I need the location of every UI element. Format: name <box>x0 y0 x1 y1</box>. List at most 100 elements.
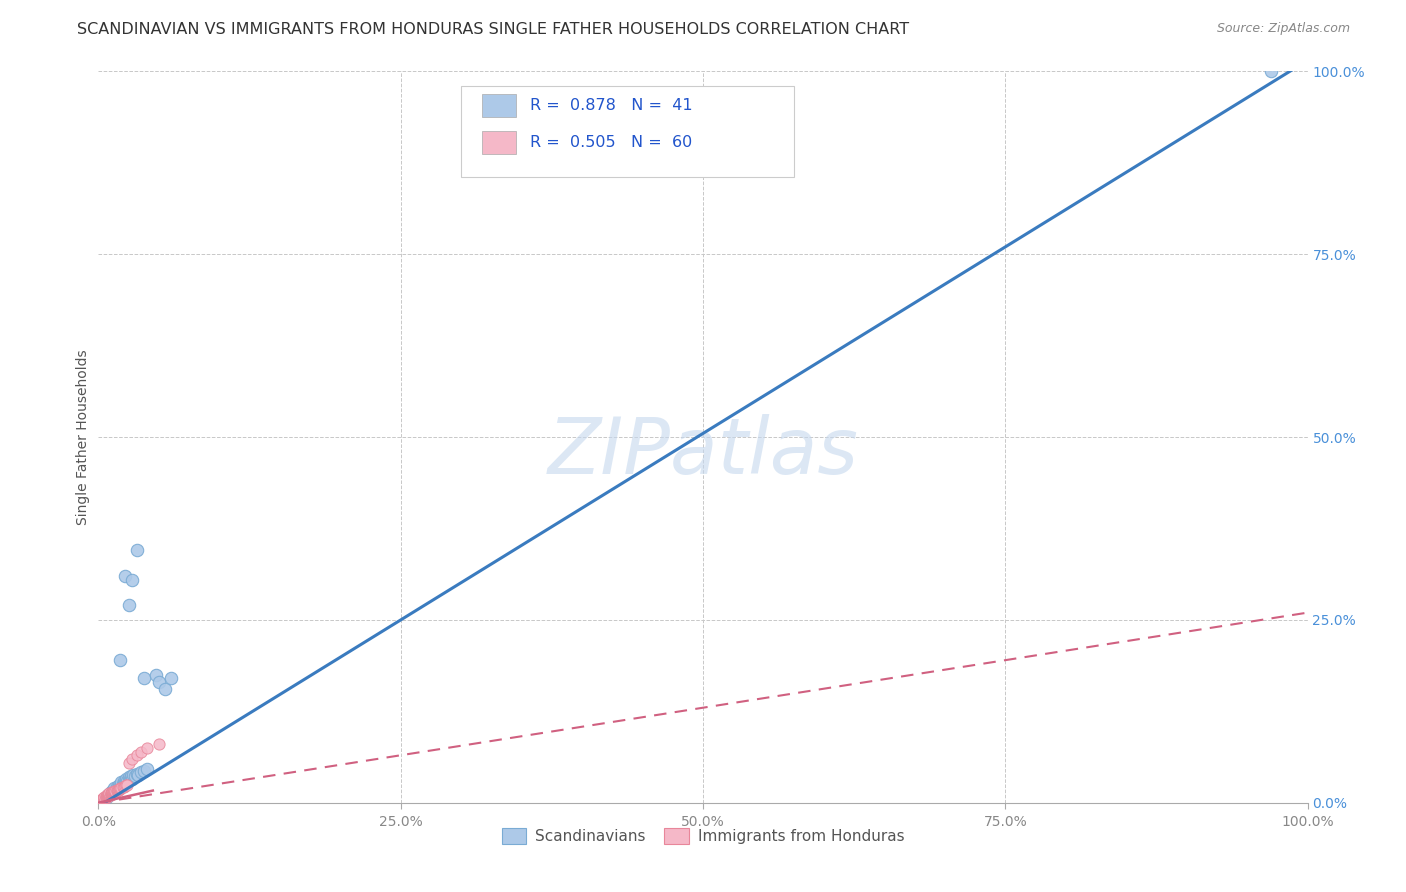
Point <box>111 777 134 791</box>
Point <box>105 780 128 794</box>
Point <box>108 781 131 796</box>
Point <box>108 781 131 796</box>
Point <box>100 786 122 800</box>
Point <box>105 784 128 798</box>
Point <box>103 781 125 796</box>
Point <box>108 778 131 792</box>
Point <box>127 543 149 558</box>
Point <box>91 793 114 807</box>
Point <box>121 573 143 587</box>
Point <box>105 783 128 797</box>
Y-axis label: Single Father Households: Single Father Households <box>76 350 90 524</box>
Text: R =  0.878   N =  41: R = 0.878 N = 41 <box>530 98 693 113</box>
Point <box>104 785 127 799</box>
Point <box>93 791 115 805</box>
Point <box>112 780 135 794</box>
Point <box>97 787 120 801</box>
Point <box>94 789 117 804</box>
Text: SCANDINAVIAN VS IMMIGRANTS FROM HONDURAS SINGLE FATHER HOUSEHOLDS CORRELATION CH: SCANDINAVIAN VS IMMIGRANTS FROM HONDURAS… <box>77 22 910 37</box>
Point <box>114 569 136 583</box>
Point <box>107 781 129 796</box>
Point <box>134 764 156 778</box>
Point <box>135 740 157 755</box>
Point <box>110 775 132 789</box>
Point <box>96 789 118 804</box>
Point <box>98 786 121 800</box>
Point <box>110 781 132 796</box>
Point <box>118 756 141 770</box>
Point <box>118 599 141 613</box>
Point <box>101 786 124 800</box>
Point <box>98 788 121 802</box>
Point <box>94 790 117 805</box>
Point <box>104 784 127 798</box>
Legend: Scandinavians, Immigrants from Honduras: Scandinavians, Immigrants from Honduras <box>495 822 911 850</box>
Point <box>103 784 125 798</box>
Point <box>90 794 112 808</box>
Point <box>118 772 141 787</box>
FancyBboxPatch shape <box>482 94 516 118</box>
Point <box>127 748 149 763</box>
Point <box>122 768 145 782</box>
Point <box>124 769 146 783</box>
Point <box>98 787 121 801</box>
Point <box>153 682 176 697</box>
Point <box>97 789 120 803</box>
Point <box>107 783 129 797</box>
Point <box>118 770 141 784</box>
Text: ZIPatlas: ZIPatlas <box>547 414 859 490</box>
Point <box>100 786 122 800</box>
Point <box>104 784 127 798</box>
Point <box>93 792 115 806</box>
Point <box>96 788 118 802</box>
Point <box>97 789 120 803</box>
Point <box>91 791 114 805</box>
Point <box>100 786 122 800</box>
Point <box>96 789 118 804</box>
Point <box>127 766 149 780</box>
Point <box>91 792 114 806</box>
Point <box>89 794 111 808</box>
Point <box>100 786 122 800</box>
Point <box>115 778 138 792</box>
Point <box>114 775 136 789</box>
Point <box>107 782 129 797</box>
Point <box>134 672 156 686</box>
Point <box>108 781 131 796</box>
Point <box>96 789 118 803</box>
Point <box>93 789 115 804</box>
Point <box>97 788 120 802</box>
Point <box>103 786 125 800</box>
Point <box>94 789 117 804</box>
Point <box>114 779 136 793</box>
Point <box>135 762 157 776</box>
Point <box>117 773 139 788</box>
Point <box>127 768 149 782</box>
Point <box>96 789 118 804</box>
Point <box>160 672 183 686</box>
Point <box>100 787 122 801</box>
Text: R =  0.505   N =  60: R = 0.505 N = 60 <box>530 135 692 150</box>
Point <box>108 653 131 667</box>
Point <box>145 667 167 681</box>
Point <box>115 772 138 787</box>
Point <box>111 780 134 795</box>
Point <box>108 782 131 797</box>
Point <box>117 778 139 792</box>
Point <box>120 769 142 783</box>
Point <box>129 765 152 780</box>
Point <box>100 786 122 800</box>
Point <box>93 790 115 805</box>
Point <box>121 752 143 766</box>
Point <box>148 737 170 751</box>
Point <box>98 787 121 801</box>
FancyBboxPatch shape <box>461 86 793 178</box>
Point <box>1260 64 1282 78</box>
Point <box>101 786 124 800</box>
Point <box>97 789 120 804</box>
FancyBboxPatch shape <box>482 130 516 154</box>
Point <box>100 785 122 799</box>
Point <box>100 787 122 801</box>
Point <box>98 789 121 803</box>
Point <box>129 745 152 759</box>
